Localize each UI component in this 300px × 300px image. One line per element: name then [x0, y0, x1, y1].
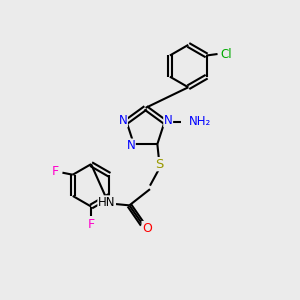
Text: N: N: [164, 114, 172, 127]
Text: F: F: [52, 165, 59, 178]
Text: HN: HN: [98, 196, 116, 209]
Text: Cl: Cl: [220, 47, 232, 61]
Text: N: N: [118, 114, 127, 127]
Text: F: F: [88, 218, 95, 231]
Text: NH₂: NH₂: [189, 115, 212, 128]
Text: O: O: [142, 221, 152, 235]
Text: S: S: [154, 158, 163, 171]
Text: N: N: [127, 139, 135, 152]
